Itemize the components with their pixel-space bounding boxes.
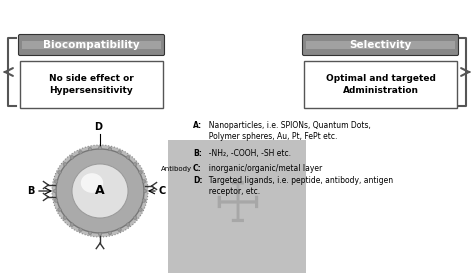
Ellipse shape [142,199,146,202]
Ellipse shape [126,156,130,159]
FancyBboxPatch shape [20,61,163,108]
Ellipse shape [79,150,82,154]
Text: Biocompatibility: Biocompatibility [43,40,140,50]
Text: Optimal and targeted
Administration: Optimal and targeted Administration [326,74,436,95]
Ellipse shape [79,228,82,232]
Ellipse shape [56,149,144,233]
Text: Antibody: Antibody [161,166,192,172]
FancyBboxPatch shape [168,140,306,273]
Text: B: B [27,186,35,196]
FancyBboxPatch shape [306,41,455,49]
Ellipse shape [118,228,121,232]
Ellipse shape [139,208,142,211]
FancyBboxPatch shape [18,34,164,55]
Ellipse shape [63,216,66,220]
Ellipse shape [143,189,147,193]
Ellipse shape [108,231,112,235]
Ellipse shape [98,146,102,150]
Ellipse shape [58,208,61,211]
Text: Selectivity: Selectivity [349,40,412,50]
Ellipse shape [142,180,146,183]
FancyBboxPatch shape [22,41,161,49]
Text: B:: B: [193,149,202,158]
Ellipse shape [98,232,102,236]
Ellipse shape [55,199,58,202]
Ellipse shape [52,145,148,237]
Ellipse shape [134,216,137,220]
Ellipse shape [118,150,121,154]
Ellipse shape [88,231,92,235]
Ellipse shape [108,147,112,151]
Ellipse shape [58,171,61,174]
Ellipse shape [53,189,57,193]
Text: A: A [95,184,105,198]
Text: Targeted ligands, i.e. peptide, antibody, antigen
  receptor, etc.: Targeted ligands, i.e. peptide, antibody… [204,176,393,197]
Ellipse shape [134,163,137,166]
Text: D:: D: [193,176,202,185]
Ellipse shape [139,171,142,174]
Text: inorganic/organic/metal layer: inorganic/organic/metal layer [204,164,322,173]
Text: C: C [159,186,166,196]
Text: C:: C: [193,164,202,173]
Ellipse shape [63,163,66,166]
FancyBboxPatch shape [304,61,457,108]
Ellipse shape [70,156,73,159]
Ellipse shape [70,223,73,226]
Text: Nanoparticles, i.e. SPIONs, Quantum Dots,
  Polymer spheres, Au, Pt, FePt etc.: Nanoparticles, i.e. SPIONs, Quantum Dots… [204,121,371,141]
Ellipse shape [55,180,58,183]
Ellipse shape [126,223,130,226]
Text: D: D [94,122,102,132]
Text: No side effect or
Hypersensitivity: No side effect or Hypersensitivity [49,74,134,95]
Ellipse shape [72,164,128,218]
FancyBboxPatch shape [302,34,458,55]
Text: A:: A: [193,121,202,130]
Ellipse shape [81,173,103,193]
Ellipse shape [88,147,92,151]
Text: ☩: ☩ [212,179,262,233]
Text: -NH₂, -COOH, -SH etc.: -NH₂, -COOH, -SH etc. [204,149,291,158]
